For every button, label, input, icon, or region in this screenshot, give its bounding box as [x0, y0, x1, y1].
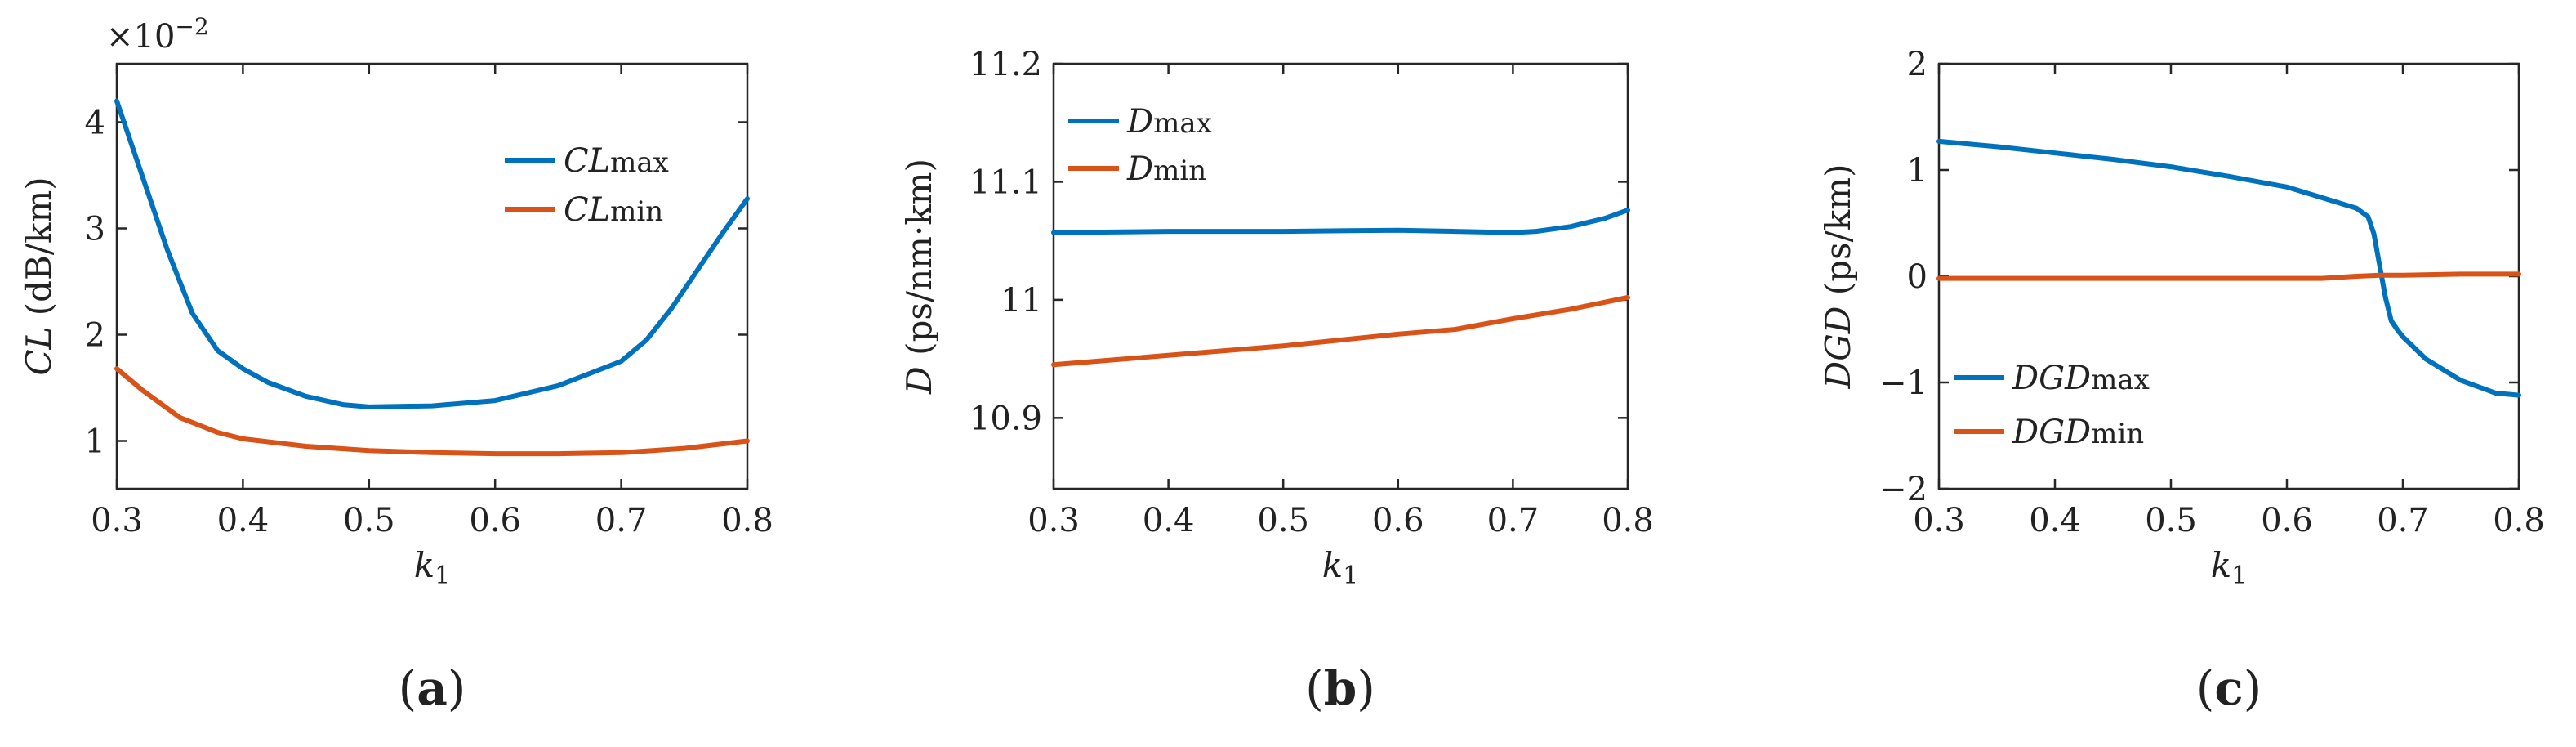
chart-b-ytick-label: 10.9	[969, 400, 1042, 437]
chart-a-xtick-label: 0.8	[721, 502, 773, 539]
chart-c-xtick-label: 0.8	[2493, 502, 2545, 539]
chart-c-xlabel: k1	[2211, 545, 2248, 590]
chart-b-xtick-label: 0.8	[1602, 502, 1654, 539]
chart-a-xticks: 0.3 0.4 0.5 0.6 0.7 0.8	[91, 64, 773, 539]
chart-b-ytick-label: 11	[1001, 282, 1042, 320]
chart-a-ylabel: CL (dB/km)	[19, 177, 59, 375]
chart-c-plot-area	[1936, 138, 2521, 398]
legend-label-cl-max: CLmax	[564, 142, 669, 180]
chart-b: 0.3 0.4 0.5 0.6 0.7 0.8 10.9 11 11.1 11.2 k1 D (…	[899, 46, 1654, 716]
chart-a-xtick-label: 0.4	[217, 502, 270, 539]
chart-b-frame	[1052, 62, 1629, 490]
chart-a-xlabel: k1	[414, 545, 451, 590]
panel-label-c: (c)	[2196, 660, 2262, 716]
chart-c-ytick-label: 0	[1907, 258, 1928, 296]
chart-a-plot-area	[114, 98, 750, 457]
legend-label-dgd-max: DGDmax	[2012, 360, 2150, 397]
chart-b-series-d-min	[1051, 295, 1630, 368]
chart-b-ytick-label: 11.1	[969, 163, 1042, 201]
chart-c-series-dgd-min	[1936, 271, 2521, 281]
chart-b-xtick-label: 0.7	[1487, 502, 1540, 539]
chart-b-series-d-max	[1051, 208, 1630, 235]
legend-label-cl-min: CLmin	[564, 191, 663, 229]
chart-b-xtick-label: 0.4	[1143, 502, 1195, 539]
chart-b-xtick-label: 0.6	[1372, 502, 1424, 539]
chart-a-ytick-label: 3	[85, 211, 105, 248]
chart-a-xtick-label: 0.7	[595, 502, 648, 539]
chart-b-yticks: 10.9 11 11.1 11.2	[969, 46, 1628, 437]
chart-c-ylabel: DGD (ps/km)	[1818, 164, 1858, 390]
chart-c-yticks: −2 −1 0 1 2	[1879, 46, 2519, 508]
chart-a-legend: CLmax CLmin	[505, 142, 669, 229]
chart-a-frame	[115, 62, 749, 490]
chart-c-ytick-label: −1	[1879, 365, 1928, 402]
chart-c: 0.3 0.4 0.5 0.6 0.7 0.8 −2 −1 0 1 2 k1 DGD (ps/km…	[1818, 46, 2545, 716]
chart-b-xlabel: k1	[1322, 545, 1359, 590]
chart-a-ytick-label: 1	[85, 423, 105, 461]
chart-c-legend: DGDmax DGDmin	[1954, 360, 2150, 451]
chart-c-series-dgd-max	[1936, 138, 2521, 398]
chart-c-xtick-label: 0.5	[2145, 502, 2197, 539]
chart-a-series-cl-min	[114, 366, 750, 457]
chart-a: 0.3 0.4 0.5 0.6 0.7 0.8 1 2 3 4 ×10−2 k1 CL (dB/…	[19, 13, 773, 716]
chart-a-ytick-label: 2	[85, 317, 105, 355]
chart-a-xtick-label: 0.6	[469, 502, 521, 539]
chart-c-xtick-label: 0.3	[1913, 502, 1965, 539]
chart-a-yticks: 1 2 3 4	[85, 105, 747, 461]
chart-c-ytick-label: 2	[1907, 46, 1928, 83]
legend-label-d-min: Dmin	[1126, 150, 1206, 188]
chart-a-ytick-label: 4	[85, 105, 105, 142]
chart-c-xtick-label: 0.6	[2261, 502, 2313, 539]
chart-a-xtick-label: 0.5	[343, 502, 395, 539]
legend-label-d-max: Dmax	[1126, 103, 1212, 141]
chart-b-xtick-label: 0.5	[1257, 502, 1309, 539]
chart-b-plot-area	[1051, 208, 1630, 368]
chart-c-xtick-label: 0.4	[2029, 502, 2081, 539]
chart-a-exponent: ×10−2	[106, 13, 209, 56]
chart-a-xtick-label: 0.3	[91, 502, 143, 539]
chart-b-ylabel: D (ps/nm·km)	[899, 159, 939, 395]
chart-c-xticks: 0.3 0.4 0.5 0.6 0.7 0.8	[1913, 64, 2545, 539]
chart-b-ytick-label: 11.2	[969, 46, 1042, 83]
panel-label-a: (a)	[399, 660, 466, 716]
chart-c-ytick-label: −2	[1879, 471, 1928, 508]
chart-b-xticks: 0.3 0.4 0.5 0.6 0.7 0.8	[1027, 64, 1654, 539]
chart-c-xtick-label: 0.7	[2377, 502, 2429, 539]
chart-a-series-cl-max	[114, 98, 750, 409]
chart-c-ytick-label: 1	[1907, 152, 1928, 190]
legend-label-dgd-min: DGDmin	[2012, 414, 2144, 451]
panel-label-b: (b)	[1305, 660, 1375, 716]
chart-b-xtick-label: 0.3	[1027, 502, 1080, 539]
chart-b-legend: Dmax Dmin	[1068, 103, 1212, 188]
